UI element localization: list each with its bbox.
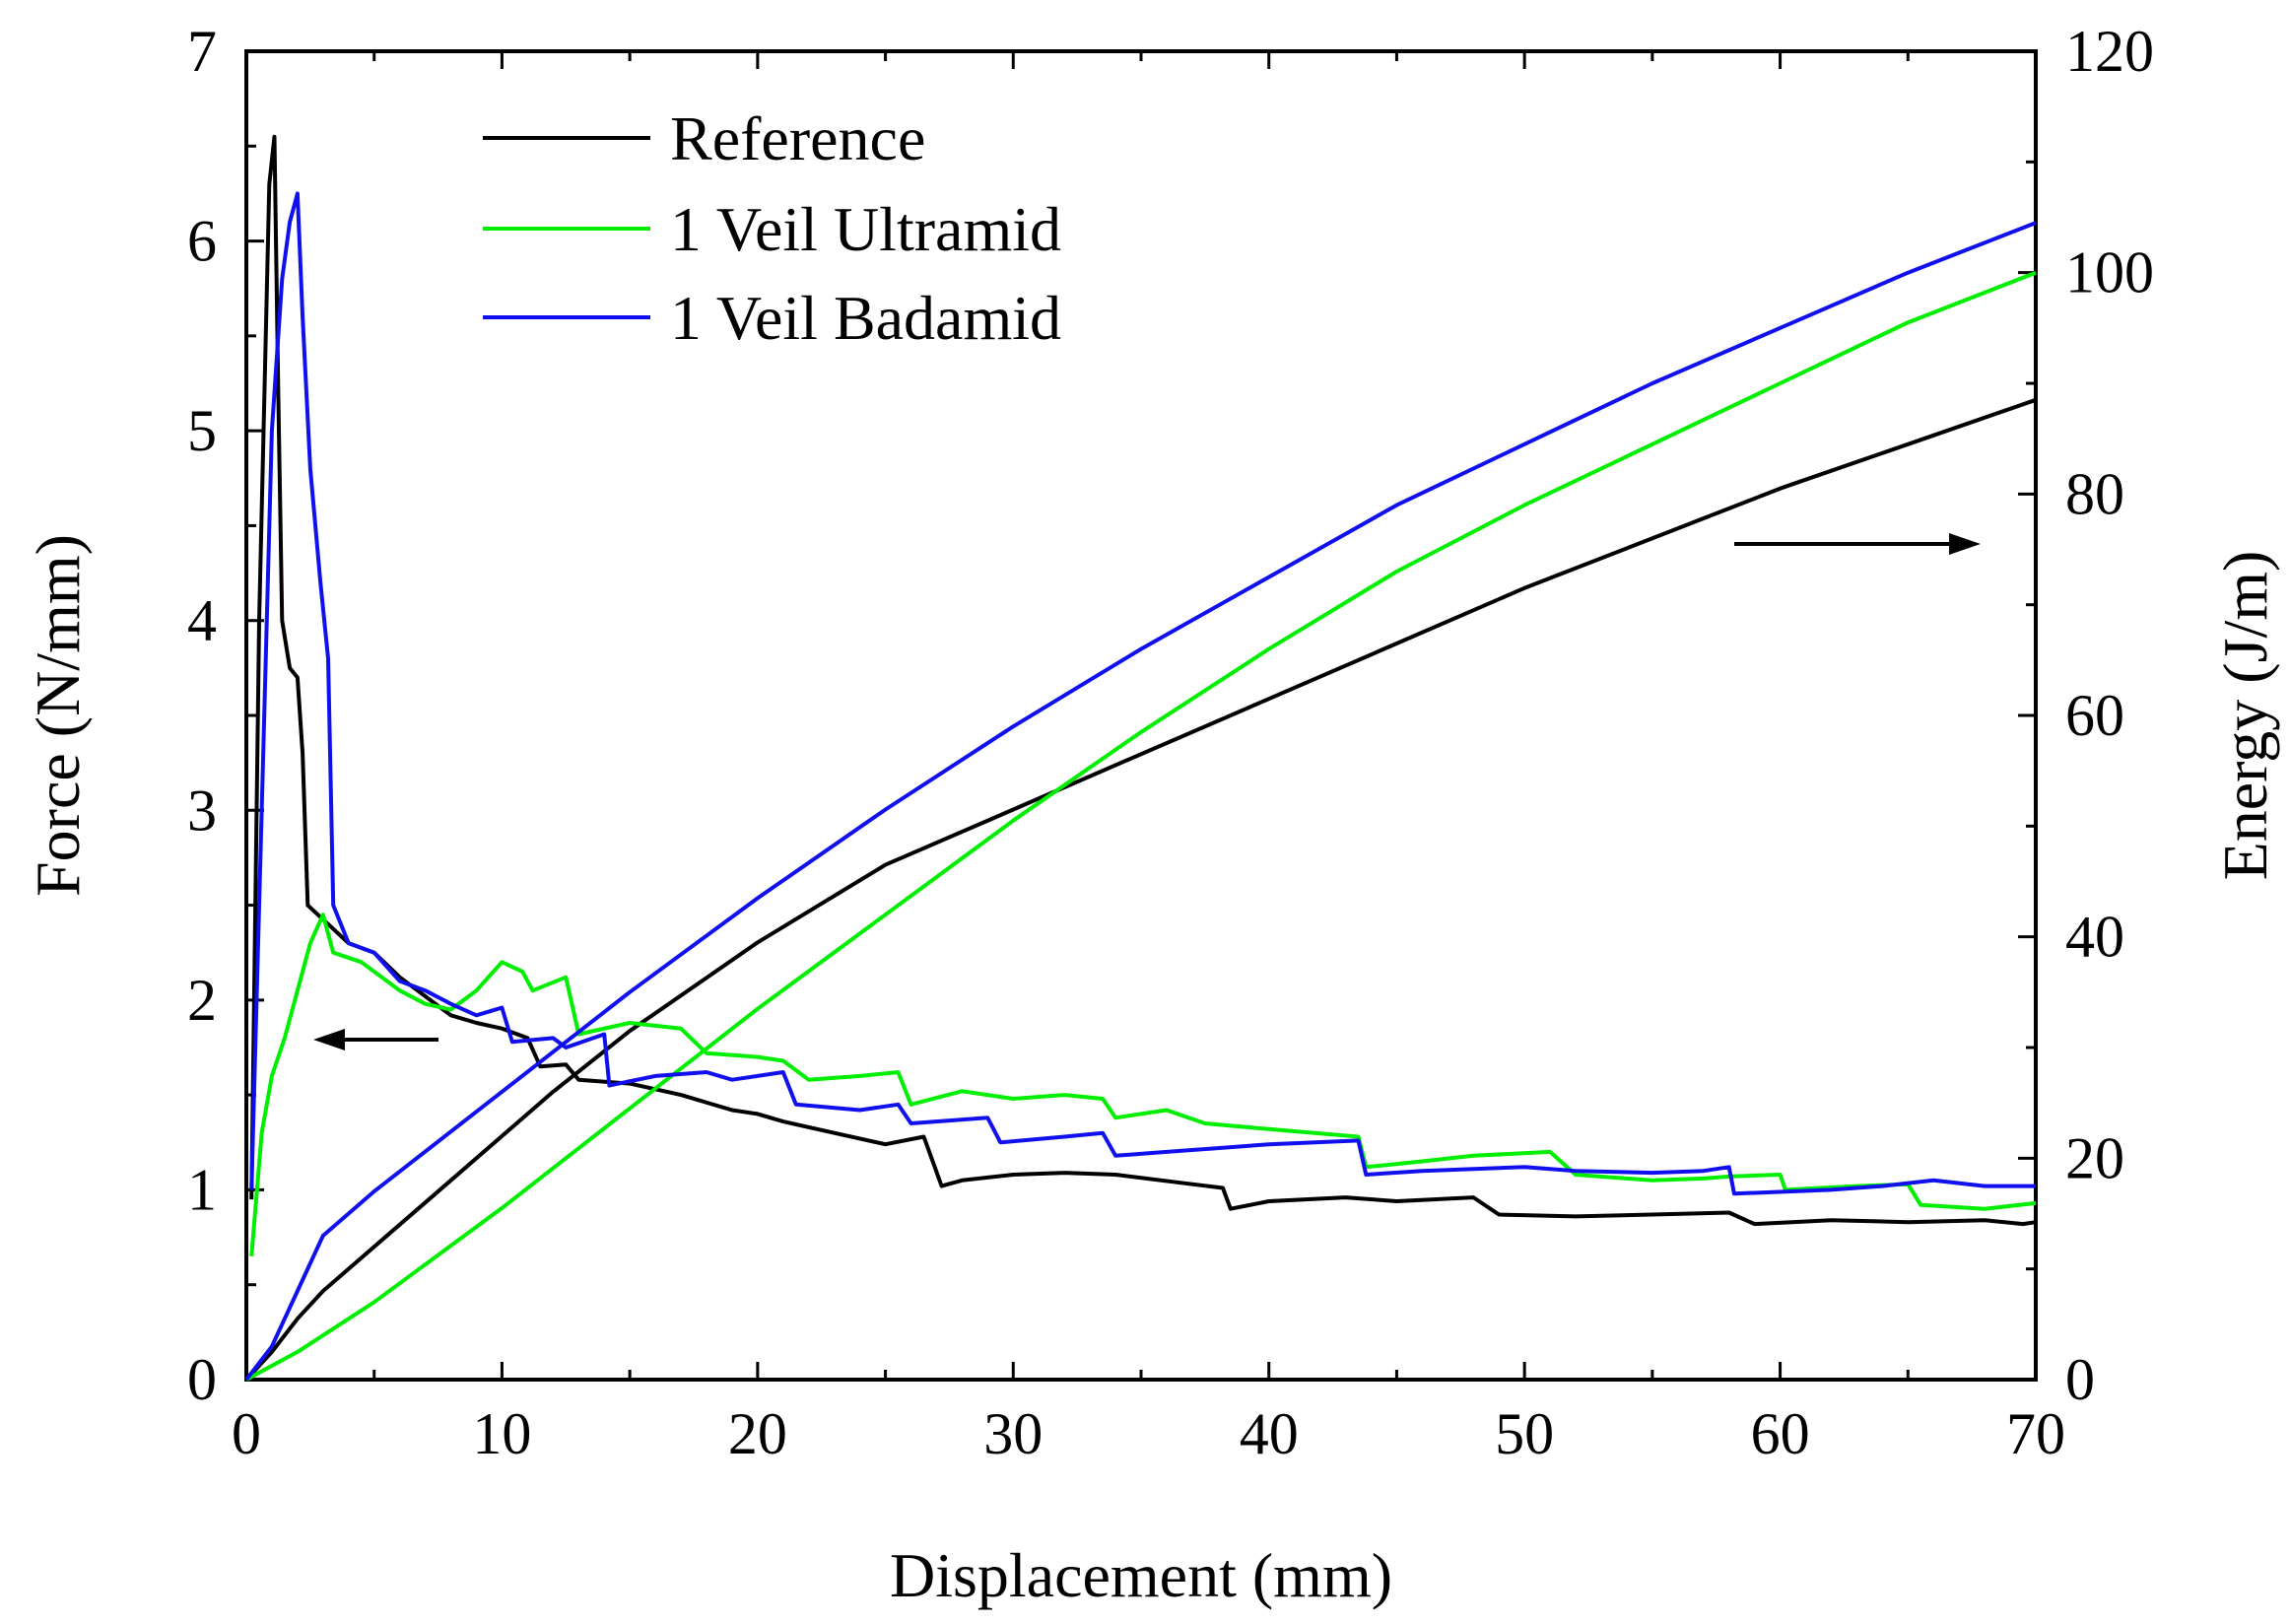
energy-arrow bbox=[1734, 533, 1981, 555]
legend: Reference 1 Veil Ultramid 1 Veil Badamid bbox=[483, 103, 1061, 353]
y-left-tick-label: 2 bbox=[187, 968, 217, 1033]
x-tick-label: 0 bbox=[232, 1401, 261, 1466]
force-arrow bbox=[313, 1029, 438, 1050]
y-right-tick-label: 80 bbox=[2065, 461, 2124, 526]
force-line-1-veil-badamid bbox=[249, 191, 2036, 1196]
series-lines bbox=[244, 134, 2037, 1382]
x-tick-label: 30 bbox=[983, 1401, 1043, 1466]
energy-line-reference bbox=[244, 397, 2037, 1382]
force-line-1-veil-ultramid bbox=[249, 913, 2037, 1256]
y-axis-left-title: Force (N/mm) bbox=[23, 534, 93, 897]
x-axis-title: Displacement (mm) bbox=[890, 1540, 1392, 1610]
y-right-tick-label: 0 bbox=[2065, 1347, 2095, 1412]
x-tick-label: 10 bbox=[472, 1401, 531, 1466]
y-left-tick-label: 1 bbox=[187, 1157, 217, 1222]
y-axis-right-title: Energy (J/m) bbox=[2210, 551, 2280, 881]
y-right-tick-label: 100 bbox=[2065, 240, 2154, 305]
legend-label-ultramid: 1 Veil Ultramid bbox=[670, 194, 1061, 264]
legend-label-badamid: 1 Veil Badamid bbox=[670, 283, 1061, 353]
y-left-tick-label: 4 bbox=[187, 588, 217, 653]
legend-label-reference: Reference bbox=[670, 103, 925, 173]
x-tick-label: 20 bbox=[728, 1401, 787, 1466]
x-tick-label: 70 bbox=[2006, 1401, 2065, 1466]
y-left-tick-label: 5 bbox=[187, 398, 217, 463]
y-left-tick-label: 7 bbox=[187, 19, 217, 84]
energy-line-1-veil-ultramid bbox=[245, 270, 2037, 1382]
x-tick-label: 60 bbox=[1751, 1401, 1810, 1466]
y-right-tick-label: 20 bbox=[2065, 1125, 2124, 1190]
y-right-tick-label: 40 bbox=[2065, 905, 2124, 970]
plot-frame bbox=[244, 49, 2038, 1382]
x-tick-label: 50 bbox=[1495, 1401, 1554, 1466]
y-right-tick-label: 120 bbox=[2065, 19, 2154, 84]
y-left-tick-label: 3 bbox=[187, 778, 217, 843]
y-left-tick-label: 0 bbox=[187, 1347, 217, 1412]
force-line-reference bbox=[249, 134, 2037, 1227]
energy-line-1-veil-badamid bbox=[244, 221, 2037, 1382]
x-tick-label: 40 bbox=[1240, 1401, 1299, 1466]
y-left-tick-label: 6 bbox=[187, 209, 217, 274]
y-right-tick-label: 60 bbox=[2065, 683, 2124, 748]
